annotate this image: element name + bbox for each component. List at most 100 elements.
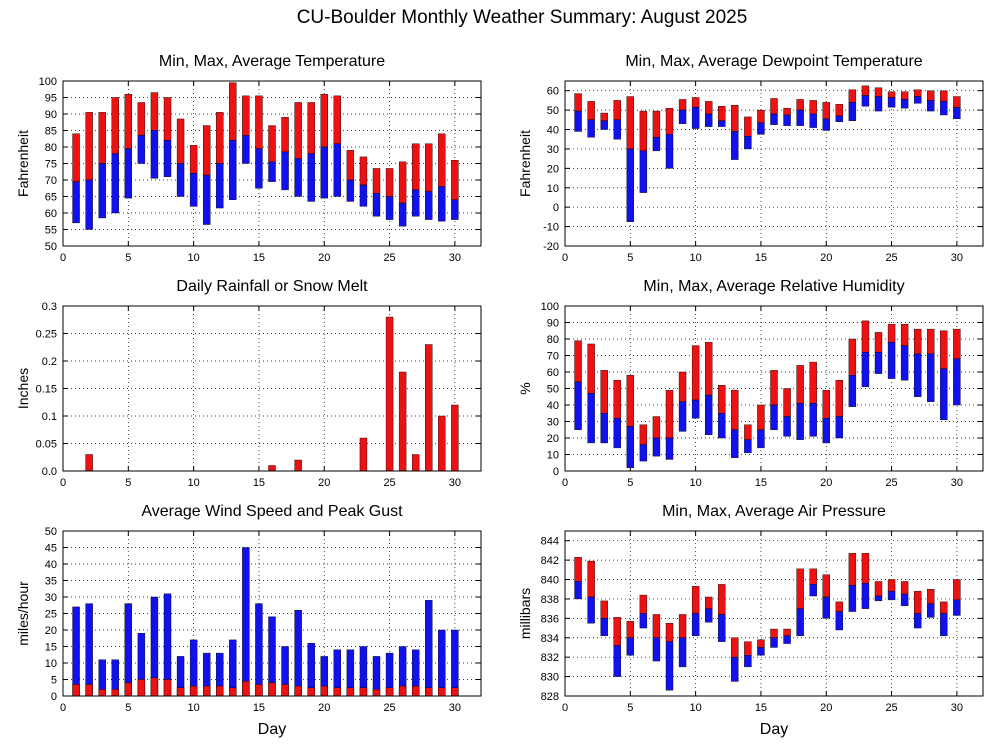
bar-min-segment	[691, 613, 700, 637]
bar-min-segment	[451, 199, 459, 220]
bar-min-segment	[425, 191, 433, 220]
bar-max-segment	[927, 589, 935, 604]
avg-wind-bar	[150, 677, 159, 697]
avg-wind-bar	[385, 687, 394, 697]
avg-wind-bar	[281, 684, 289, 697]
x-tick-label: 15	[253, 477, 265, 489]
bar-min-segment	[652, 137, 661, 152]
x-tick-label: 5	[125, 252, 131, 264]
bar-min-segment	[835, 416, 844, 439]
dewpoint-panel: Min, Max, Average Dewpoint Temperature -2…	[517, 53, 984, 264]
bar-max-segment	[574, 93, 582, 112]
bar-max-segment	[124, 93, 133, 149]
bar-min-segment	[809, 403, 817, 437]
bar-max-segment	[731, 105, 739, 132]
x-tick-label: 30	[449, 702, 461, 714]
x-tick-label: 5	[627, 702, 633, 714]
bar-min-segment	[927, 353, 935, 402]
bar-min-segment	[85, 179, 93, 230]
bar-max-segment	[848, 89, 857, 103]
bar-min-segment	[913, 353, 922, 397]
bar-max-segment	[796, 568, 804, 609]
bar-min-segment	[163, 140, 172, 177]
bar-max-segment	[639, 594, 648, 614]
x-tick-label: 0	[60, 477, 66, 489]
rain-bar	[359, 437, 368, 472]
avg-wind-bar	[202, 685, 211, 697]
bar-max-segment	[874, 87, 883, 97]
bar-max-segment	[137, 102, 146, 136]
bar-max-segment	[887, 323, 896, 343]
bar-max-segment	[281, 117, 289, 153]
bar-max-segment	[202, 125, 211, 176]
gust-bar	[425, 600, 433, 697]
panel-title: Min, Max, Average Air Pressure	[662, 503, 886, 520]
bar-max-segment	[913, 328, 922, 355]
bar-min-segment	[796, 403, 804, 440]
gust-bar	[72, 606, 80, 697]
bar-max-segment	[425, 143, 433, 192]
bar-min-segment	[678, 401, 687, 432]
y-axis-label: miles/hour	[15, 581, 31, 646]
bar-max-segment	[953, 579, 961, 601]
x-tick-label: 30	[951, 252, 963, 264]
y-tick-label: 65	[45, 192, 57, 204]
bar-max-segment	[600, 370, 608, 414]
x-tick-label: 15	[755, 702, 767, 714]
y-tick-label: 10	[547, 183, 559, 195]
bar-min-segment	[940, 613, 948, 637]
bar-max-segment	[953, 328, 961, 360]
bar-min-segment	[242, 135, 250, 164]
panel-title: Average Wind Speed and Peak Gust	[141, 503, 403, 520]
bar-min-segment	[900, 99, 909, 109]
y-tick-label: 832	[541, 652, 559, 664]
bar-min-segment	[783, 416, 791, 437]
bar-max-segment	[718, 106, 726, 121]
bar-min-segment	[587, 596, 595, 624]
y-tick-label: 0	[553, 202, 559, 214]
bar-min-segment	[874, 595, 883, 602]
y-tick-label: 0.3	[42, 301, 57, 313]
bar-max-segment	[216, 112, 224, 164]
gust-bar	[85, 603, 93, 697]
bar-max-segment	[835, 601, 844, 612]
avg-wind-bar	[307, 687, 315, 697]
y-tick-label: 100	[541, 301, 559, 313]
y-tick-label: 40	[547, 125, 559, 137]
bar-max-segment	[953, 96, 961, 108]
bar-min-segment	[281, 151, 289, 191]
bar-min-segment	[346, 179, 355, 202]
x-tick-label: 25	[885, 477, 897, 489]
bar-min-segment	[874, 96, 883, 112]
bar-min-segment	[874, 352, 883, 374]
bar-min-segment	[861, 583, 870, 609]
bar-max-segment	[626, 375, 635, 427]
y-tick-label: -20	[543, 241, 559, 253]
y-tick-label: 95	[45, 93, 57, 105]
gust-bar	[242, 547, 250, 697]
bar-max-segment	[822, 389, 830, 419]
rain-bar	[411, 454, 420, 472]
bar-max-segment	[626, 96, 635, 150]
bar-min-segment	[704, 394, 713, 435]
y-tick-label: 838	[541, 594, 559, 606]
y-tick-label: 85	[45, 126, 57, 138]
y-tick-label: 40	[547, 400, 559, 412]
bar-min-segment	[953, 599, 961, 616]
y-tick-label: 90	[45, 109, 57, 121]
bar-min-segment	[704, 113, 713, 127]
bar-max-segment	[613, 100, 621, 121]
bar-max-segment	[809, 100, 817, 115]
pressure-panel: Min, Max, Average Air Pressure 828 830 832 8…	[517, 503, 984, 738]
x-tick-label: 15	[755, 252, 767, 264]
bar-min-segment	[835, 115, 844, 122]
gust-bar	[451, 629, 459, 697]
bar-max-segment	[718, 584, 726, 615]
bar-min-segment	[652, 437, 661, 457]
bar-min-segment	[574, 581, 582, 600]
bar-min-segment	[411, 189, 420, 217]
avg-wind-bar	[268, 682, 276, 697]
rainfall-panel: Daily Rainfall or Snow Melt 0.0 0.05 0.1 0.1…	[15, 278, 482, 489]
bar-min-segment	[665, 134, 674, 169]
bar-max-segment	[718, 385, 726, 414]
